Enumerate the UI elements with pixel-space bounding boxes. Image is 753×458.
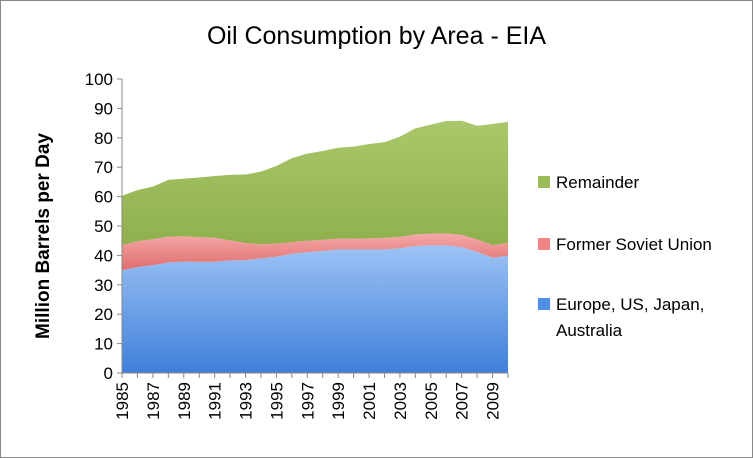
x-tick-label: 1995 bbox=[267, 382, 286, 420]
x-tick-label: 1987 bbox=[144, 382, 163, 420]
x-tick-label: 1997 bbox=[298, 382, 317, 420]
y-tick-label: 60 bbox=[94, 188, 113, 207]
x-tick-label: 2009 bbox=[484, 382, 503, 420]
legend-item-remainder: Remainder bbox=[538, 170, 741, 196]
area-remainder bbox=[122, 120, 508, 246]
x-tick-label: 2001 bbox=[360, 382, 379, 420]
y-tick-label: 100 bbox=[85, 70, 113, 89]
x-tick-label: 1999 bbox=[329, 382, 348, 420]
y-tick-label: 10 bbox=[94, 335, 113, 354]
x-tick-label: 2007 bbox=[453, 382, 472, 420]
legend-item-former-soviet-union: Former Soviet Union bbox=[538, 232, 741, 258]
chart-title: Oil Consumption by Area - EIA bbox=[206, 22, 547, 50]
x-tick-label: 2003 bbox=[391, 382, 410, 420]
legend-swatch-europe-us-japan-australia bbox=[538, 298, 550, 310]
y-tick-label: 80 bbox=[94, 129, 113, 148]
x-tick-label: 1985 bbox=[113, 382, 132, 420]
y-tick-label: 70 bbox=[94, 158, 113, 177]
legend-label-remainder: Remainder bbox=[556, 173, 640, 192]
legend-item-europe-us-japan-australia: Europe, US, Japan, Australia bbox=[538, 292, 741, 344]
y-tick-label: 50 bbox=[94, 217, 113, 236]
legend-swatch-remainder bbox=[538, 176, 550, 188]
legend-swatch-former-soviet-union bbox=[538, 238, 550, 250]
y-tick-label: 40 bbox=[94, 246, 113, 265]
area-former-soviet-union bbox=[122, 233, 508, 271]
legend-label-former-soviet-union: Former Soviet Union bbox=[556, 235, 712, 254]
area-europe-us-japan-australia bbox=[122, 245, 508, 373]
x-tick-label: 1993 bbox=[237, 382, 256, 420]
x-tick-label: 1991 bbox=[206, 382, 225, 420]
y-tick-label: 0 bbox=[104, 364, 113, 383]
legend-label-europe-us-japan-australia: Europe, US, Japan, Australia bbox=[556, 295, 705, 340]
y-tick-label: 90 bbox=[94, 99, 113, 118]
y-tick-label: 20 bbox=[94, 305, 113, 324]
y-tick-label: 30 bbox=[94, 276, 113, 295]
x-tick-label: 1989 bbox=[175, 382, 194, 420]
x-tick-label: 2005 bbox=[422, 382, 441, 420]
